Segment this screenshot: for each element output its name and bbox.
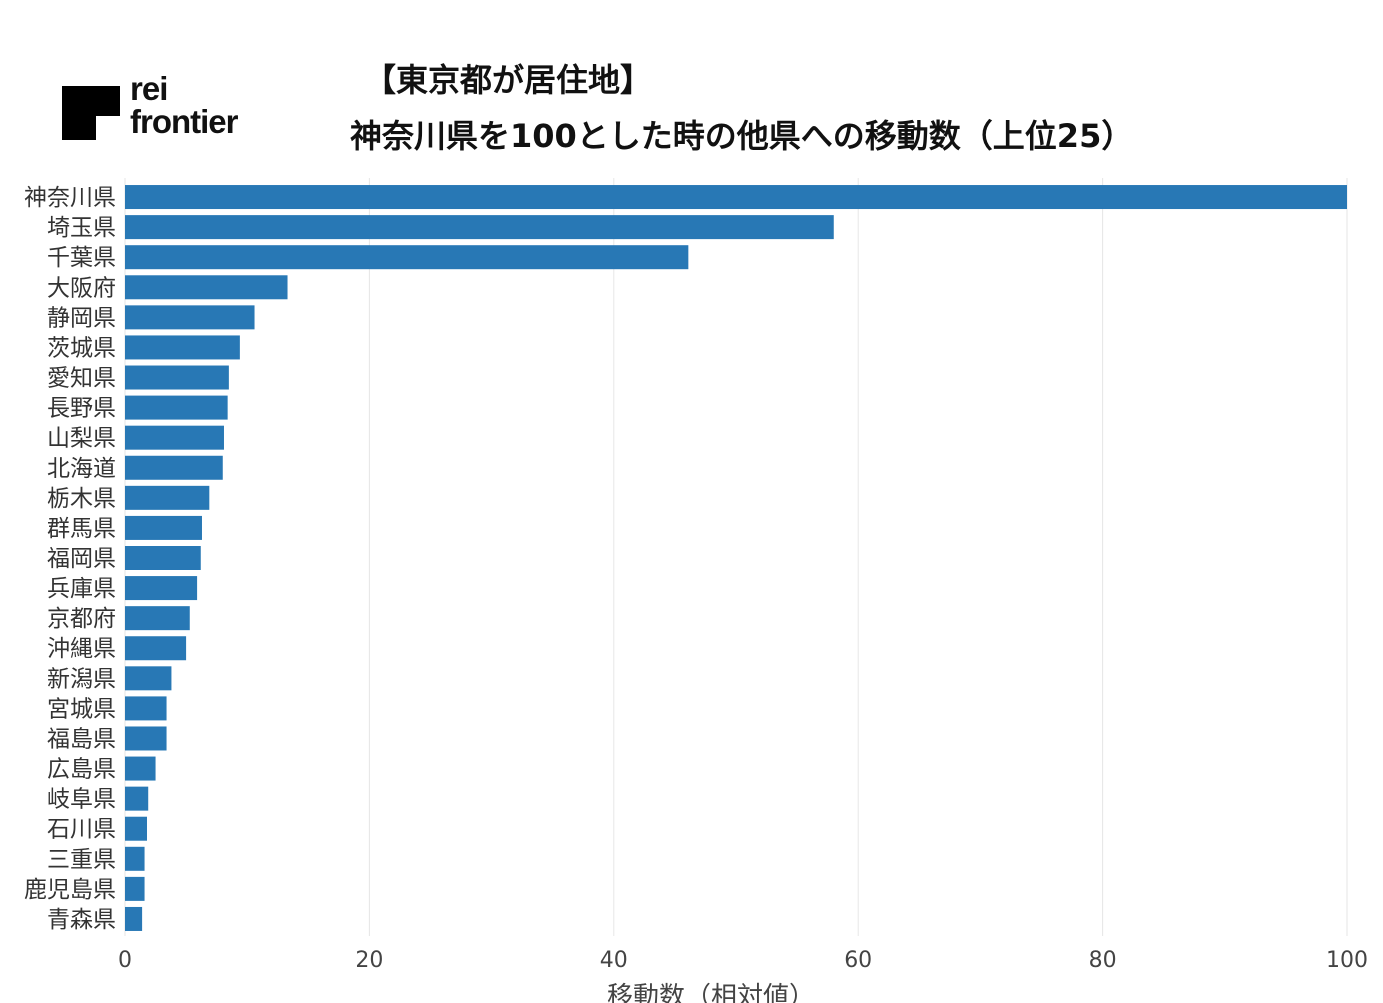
- brand-line-1: rei: [130, 70, 168, 107]
- brand-logo: rei frontier: [62, 72, 272, 146]
- bar-9: [125, 425, 224, 450]
- category-label-17: 新潟県: [47, 666, 116, 692]
- bar-8: [125, 395, 228, 420]
- bar-2: [125, 215, 834, 240]
- bar-7: [125, 365, 229, 390]
- x-tick-label-20: 20: [355, 948, 383, 973]
- bar-3: [125, 245, 689, 270]
- category-label-14: 兵庫県: [47, 576, 116, 602]
- category-label-1: 神奈川県: [24, 185, 116, 211]
- bar-11: [125, 485, 210, 510]
- x-tick-label-100: 100: [1326, 948, 1368, 973]
- bar-5: [125, 305, 255, 330]
- bar-13: [125, 546, 201, 570]
- category-label-10: 北海道: [47, 456, 116, 482]
- rei-frontier-logo-icon: [62, 86, 120, 140]
- category-label-2: 埼玉県: [47, 215, 116, 241]
- category-label-13: 福岡県: [47, 546, 116, 572]
- bar-17: [125, 666, 172, 691]
- bar-22: [125, 816, 147, 841]
- bar-14: [125, 576, 198, 601]
- category-label-8: 長野県: [47, 396, 116, 422]
- category-label-4: 大阪府: [47, 275, 116, 301]
- category-labels: 神奈川県埼玉県千葉県大阪府静岡県茨城県愛知県長野県山梨県北海道栃木県群馬県福岡県…: [24, 185, 116, 933]
- category-label-19: 福島県: [47, 726, 116, 752]
- bar-10: [125, 455, 223, 480]
- bar-20: [125, 756, 156, 781]
- brand-line-2: frontier: [130, 103, 238, 140]
- x-tick-label-40: 40: [600, 948, 628, 973]
- bar-15: [125, 606, 190, 631]
- bar-12: [125, 515, 202, 540]
- bars: [125, 185, 1347, 931]
- category-label-18: 宮城県: [47, 696, 116, 722]
- bar-24: [125, 876, 145, 901]
- brand-wordmark: rei frontier: [130, 72, 238, 138]
- x-axis-title: 移動数（相対値）: [607, 982, 815, 1003]
- x-tick-label-80: 80: [1089, 948, 1117, 973]
- chart-title: 【東京都が居住地】 神奈川県を100とした時の他県への移動数（上位25）: [350, 52, 1350, 164]
- x-tick-label-60: 60: [844, 948, 872, 973]
- category-label-23: 三重県: [47, 847, 116, 873]
- category-label-11: 栃木県: [47, 486, 116, 512]
- category-label-16: 沖縄県: [47, 636, 116, 662]
- gridlines: [124, 178, 1348, 936]
- bar-19: [125, 726, 167, 751]
- bar-25: [125, 906, 143, 931]
- category-label-20: 広島県: [47, 757, 116, 783]
- category-label-3: 千葉県: [47, 245, 116, 271]
- category-label-15: 京都府: [47, 606, 116, 632]
- x-tick-label-0: 0: [118, 948, 132, 973]
- category-label-24: 鹿児島県: [24, 877, 116, 903]
- category-label-5: 静岡県: [47, 305, 116, 331]
- category-label-25: 青森県: [47, 907, 116, 933]
- category-label-22: 石川県: [47, 817, 116, 843]
- bar-23: [125, 846, 145, 871]
- category-label-6: 茨城県: [47, 335, 116, 361]
- x-axis-ticks: 0 20 40 60 80 100: [118, 948, 1368, 973]
- category-label-12: 群馬県: [47, 516, 116, 542]
- bar-21: [125, 786, 149, 811]
- chart-title-line-1: 【東京都が居住地】: [364, 61, 653, 99]
- bar-4: [125, 275, 288, 300]
- category-label-9: 山梨県: [47, 426, 116, 452]
- category-label-7: 愛知県: [47, 366, 116, 392]
- bar-18: [125, 696, 167, 721]
- bar-16: [125, 636, 187, 661]
- bar-6: [125, 335, 240, 360]
- bar-1: [125, 185, 1347, 210]
- category-label-21: 岐阜県: [47, 787, 116, 813]
- chart-title-line-2: 神奈川県を100とした時の他県への移動数（上位25）: [350, 117, 1134, 155]
